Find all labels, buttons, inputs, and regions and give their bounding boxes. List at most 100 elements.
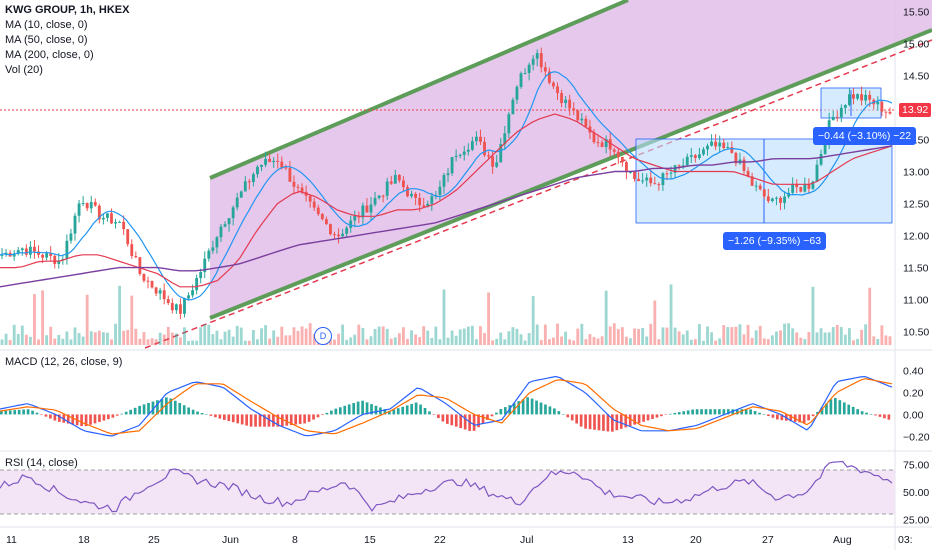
candle-body [235,197,239,208]
macd-hist-bar [660,414,663,417]
macd-legend[interactable]: MACD (12, 26, close, 9) [5,356,123,368]
legend-vol[interactable]: Vol (20) [5,64,43,76]
volume-bar [138,338,142,345]
candle-body [560,93,563,104]
volume-bar [600,336,604,345]
macd-hist-bar [410,403,413,415]
volume-bar [750,337,754,345]
candle-body [880,101,884,112]
legend-ma50[interactable]: MA (50, close, 0) [5,34,88,46]
candle-body [41,254,44,258]
volume-bar [462,328,466,345]
volume-bar [450,330,454,345]
macd-hist-bar [383,409,387,415]
volume-bar [653,300,657,345]
volume-bar [207,324,211,345]
candle-body [799,187,803,192]
price-axis-label: 15.00 [903,38,929,50]
candle-body [722,142,726,149]
channel-lower-line [209,28,932,320]
candle-body [288,168,292,182]
macd-hist-bar [655,414,659,418]
volume-bar [203,324,207,345]
volume-bar [430,337,434,345]
macd-hist-bar [432,414,436,415]
macd-hist-bar [490,414,494,417]
candle-body [406,187,409,197]
macd-hist-bar [816,411,819,415]
macd-line [0,375,893,437]
macd-hist-bar [838,400,842,415]
volume-bar [272,330,276,345]
macd-hist-bar [829,399,833,415]
volume-bar [819,328,823,345]
candle-body [0,254,4,256]
macd-hist-bar [294,414,298,425]
macd-hist-bar [227,414,231,422]
volume-bar [438,339,442,345]
candle-body [742,159,746,171]
time-axis-label: 15 [364,534,376,546]
volume-bar [783,323,786,345]
volume-bar [33,294,36,345]
macd-hist-bar [124,411,128,415]
candle-body [491,156,495,167]
macd-hist-bar [147,403,150,415]
legend-ma200[interactable]: MA (200, close, 0) [5,49,94,61]
volume-bar [539,339,543,345]
candle-body [373,197,377,205]
volume-bar [880,325,884,345]
candle-body [653,183,657,185]
macd-hist-bar [129,409,133,415]
volume-bar [766,339,770,345]
candle-body [45,253,49,258]
macd-hist-bar [321,414,324,416]
volume-bar [491,340,495,345]
volume-bar [625,336,628,345]
candle-body [612,149,616,152]
candle-body [106,213,109,218]
macd-hist-bar [71,414,75,425]
macd-hist-bar [13,410,17,415]
volume-bar [308,323,312,345]
macd-hist-bar [236,414,240,424]
legend-ma10[interactable]: MA (10, close, 0) [5,19,88,31]
dividend-marker[interactable]: D [314,327,332,345]
candle-body [823,144,827,154]
macd-hist-bar [205,414,208,415]
candle-body [150,281,154,288]
candle-body [584,118,588,127]
candle-body [256,166,259,175]
volume-bar [791,328,795,345]
macd-hist-bar [17,409,21,415]
volume-bar [779,330,782,345]
candle-body [503,133,507,145]
candle-body [645,177,649,181]
macd-hist-bar [530,398,534,415]
volume-bar [93,332,97,345]
macd-hist-bar [392,409,396,415]
candle-body [130,244,134,257]
macd-hist-bar [120,413,124,415]
ma10-line [0,71,893,301]
macd-hist-bar [178,402,182,415]
candle-body [300,187,304,192]
volume-bar [37,339,40,345]
candle-body [507,114,511,134]
rsi-legend[interactable]: RSI (14, close) [5,457,78,469]
volume-bar [872,336,876,345]
candle-body [377,195,381,198]
candle-body [337,234,340,237]
candle-body [24,248,28,255]
volume-bar [576,328,580,345]
candle-body [714,141,718,147]
candle-body [33,246,36,252]
candle-body [665,173,669,175]
price-axis-label: 12.00 [903,231,929,243]
candle-body [361,205,365,218]
volume-bar [531,296,535,345]
volume-bar [110,339,113,345]
volume-bar [446,337,450,345]
